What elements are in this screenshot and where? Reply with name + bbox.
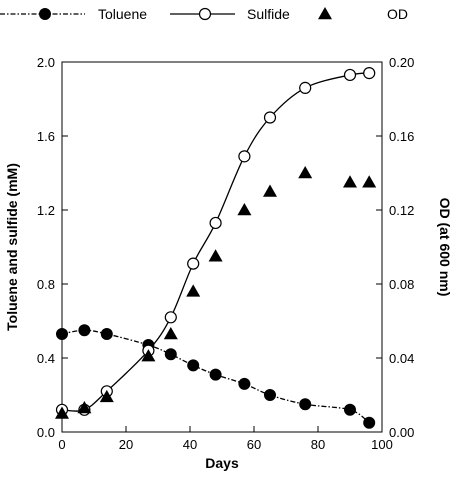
legend-item-sulfide: Sulfide (170, 6, 290, 22)
toluene-point (209, 368, 222, 381)
od-point (263, 184, 277, 197)
toluene-point (264, 389, 276, 401)
toluene-point (78, 324, 91, 337)
y-left-axis-title: Toluene and sulfide (mM) (4, 163, 20, 331)
sulfide-point (238, 150, 251, 163)
toluene-point (187, 359, 200, 372)
sulfide-point (263, 111, 277, 124)
od-point (362, 175, 377, 188)
od-point (237, 203, 252, 216)
sulfide-point (164, 311, 177, 324)
y-right-axis-title: OD (at 600 nm) (437, 198, 453, 297)
sulfide-point (299, 81, 312, 95)
y-left-tick-label: 0.0 (37, 425, 55, 440)
series-sulfide (55, 66, 376, 416)
y-right-tick-label: 0.08 (389, 277, 414, 292)
series-toluene (56, 324, 376, 429)
od-legend-marker (318, 7, 332, 20)
sulfide-point (209, 216, 222, 230)
sulfide-legend-label: Sulfide (247, 6, 290, 22)
x-tick-label: 0 (58, 437, 65, 452)
y-left-tick-label: 1.2 (37, 203, 55, 218)
toluene-point (100, 327, 113, 340)
y-left-tick-label: 0.8 (37, 277, 55, 292)
sulfide-point (363, 66, 376, 80)
x-tick-label: 40 (183, 437, 197, 452)
x-axis-title: Days (205, 455, 239, 471)
toluene-legend-label: Toluene (98, 6, 147, 22)
plot-frame (61, 61, 383, 433)
y-right-tick-label: 0.20 (389, 55, 414, 70)
sulfide-line (61, 72, 370, 412)
sulfide-point (187, 257, 200, 270)
y-right-tick-label: 0.16 (389, 129, 414, 144)
y-right-tick-label: 0.00 (389, 425, 414, 440)
legend: Toluene Sulfide OD (0, 6, 408, 22)
x-tick-label: 100 (371, 437, 393, 452)
y-right-tick-label: 0.12 (389, 203, 414, 218)
sulfide-point (343, 68, 357, 82)
y-right-tick-label: 0.04 (389, 351, 414, 366)
axis-ticks: 0 20 40 60 80 100 0.0 0.4 0.8 1.2 1.6 2.0 0.00 0.04 0.… (37, 55, 414, 452)
od-point (186, 284, 201, 297)
od-point (298, 166, 313, 179)
legend-item-od: OD (318, 6, 408, 22)
x-tick-label: 80 (311, 437, 325, 452)
x-tick-label: 20 (119, 437, 133, 452)
od-point (208, 249, 223, 262)
od-legend-label: OD (387, 6, 408, 22)
toluene-point (56, 327, 68, 340)
od-point (343, 175, 357, 188)
sulfide-legend-marker (198, 7, 212, 21)
y-left-tick-label: 1.6 (37, 129, 55, 144)
y-left-tick-label: 0.4 (37, 351, 55, 366)
od-point (163, 326, 178, 340)
od-point (77, 400, 92, 414)
y-left-tick-label: 2.0 (37, 55, 55, 70)
series-od (55, 166, 377, 419)
legend-item-toluene: Toluene (0, 6, 147, 22)
toluene-point (238, 377, 251, 390)
toluene-legend-marker (39, 8, 51, 20)
toluene-point (299, 398, 312, 411)
x-tick-label: 60 (247, 437, 261, 452)
series-layer (55, 66, 377, 429)
od-point (141, 349, 156, 362)
toluene-point (164, 348, 177, 361)
od-point (55, 406, 69, 419)
toluene-point (344, 403, 356, 416)
toluene-point (363, 416, 376, 429)
od-point (99, 389, 114, 403)
